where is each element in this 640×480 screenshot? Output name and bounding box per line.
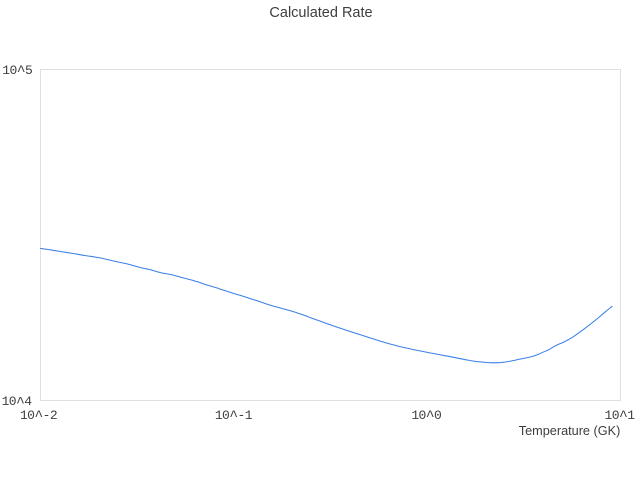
svg-text:10^-2: 10^-2 xyxy=(20,408,57,425)
svg-text:Calculated Rate: Calculated Rate xyxy=(269,5,372,21)
svg-text:10^1: 10^1 xyxy=(605,408,636,425)
svg-text:10^5: 10^5 xyxy=(2,63,32,80)
svg-text:10^-1: 10^-1 xyxy=(215,408,253,425)
svg-text:10^0: 10^0 xyxy=(411,408,441,425)
svg-text:Temperature (GK): Temperature (GK) xyxy=(519,424,621,438)
svg-text:10^4: 10^4 xyxy=(2,394,33,411)
